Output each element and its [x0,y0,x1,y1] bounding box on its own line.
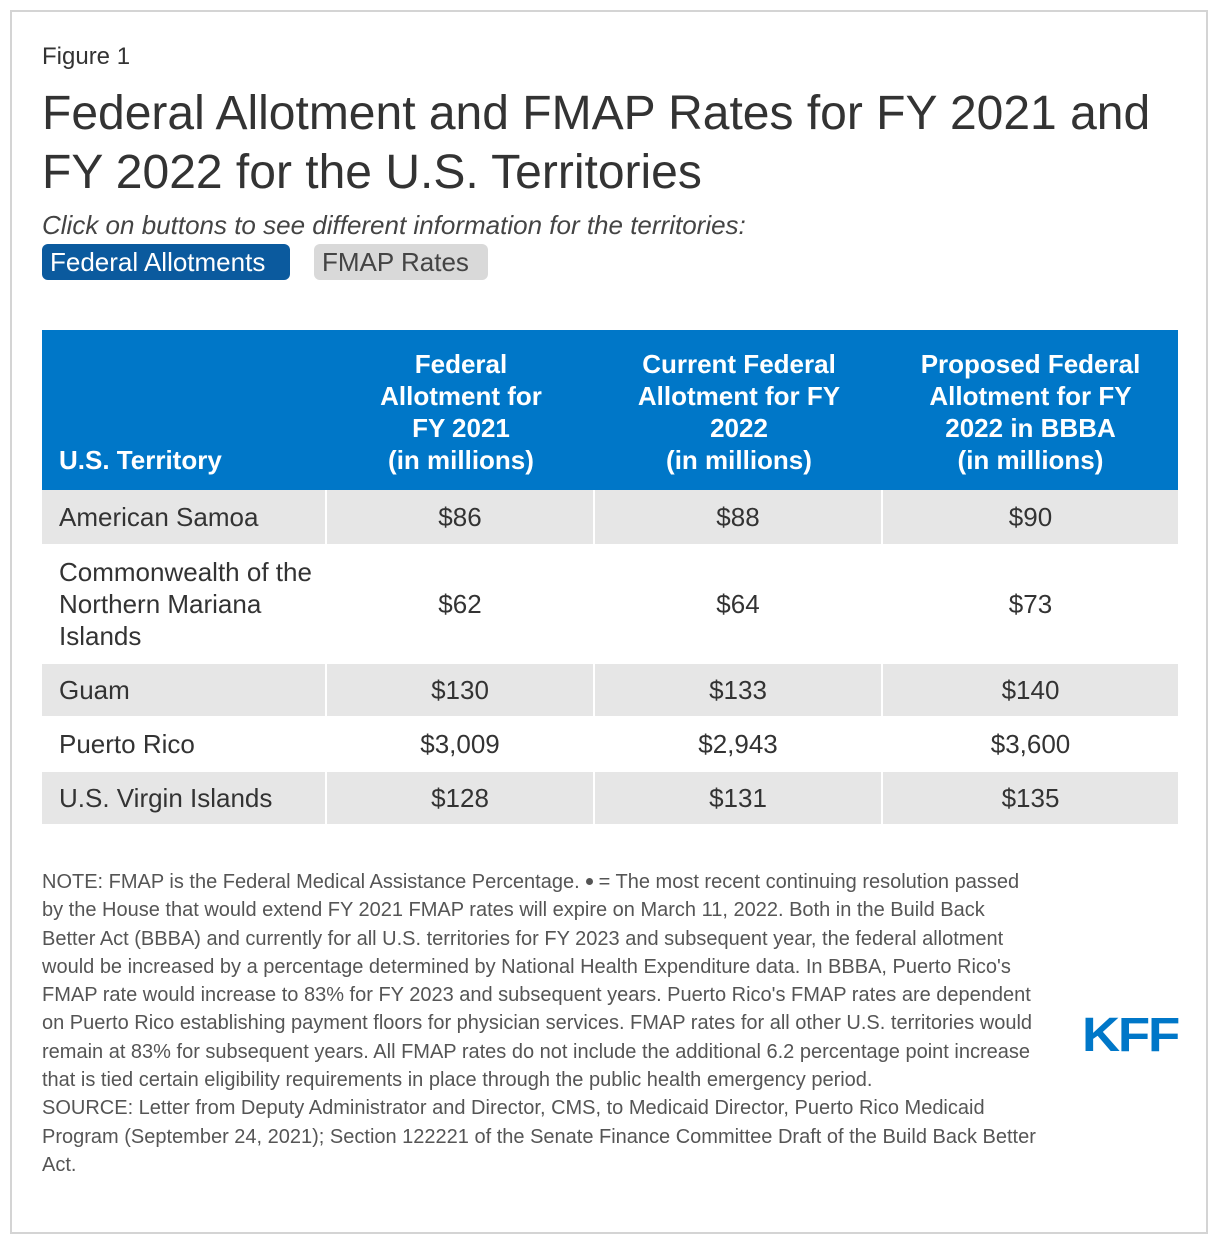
figure-title: Federal Allotment and FMAP Rates for FY … [42,87,1151,199]
current-fy2022-cell: $64 [595,546,883,664]
table-row: Commonwealth of the Northern Mariana Isl… [42,546,1178,664]
current-fy2022-cell: $88 [595,490,883,546]
proposed-fy2022-cell: $73 [883,546,1178,664]
fy2021-cell: $3,009 [327,718,595,772]
column-header-fy2021: Federal Allotment for FY 2021 (in millio… [327,330,595,490]
table-row: U.S. Virgin Islands $128 $131 $135 [42,772,1178,826]
proposed-fy2022-cell: $135 [883,772,1178,826]
kff-logo: KFF [1082,1009,1180,1057]
proposed-fy2022-cell: $3,600 [883,718,1178,772]
fy2021-cell: $86 [327,490,595,546]
allotment-table: U.S. Territory Federal Allotment for FY … [42,330,1178,826]
territory-cell: American Samoa [42,490,327,546]
current-fy2022-cell: $2,943 [595,718,883,772]
note-continuation: = The most recent continuing resolution … [42,871,1033,1092]
federal-allotments-button[interactable]: Federal Allotments [42,244,290,280]
fy2021-cell: $62 [327,546,595,664]
proposed-fy2022-cell: $140 [883,664,1178,718]
notes-block: NOTE: FMAP is the Federal Medical Assist… [42,868,1042,1179]
table-row: Puerto Rico $3,009 $2,943 $3,600 [42,718,1178,772]
territory-cell: Puerto Rico [42,718,327,772]
fy2021-cell: $128 [327,772,595,826]
current-fy2022-cell: $131 [595,772,883,826]
figure-subtitle: Click on buttons to see different inform… [42,210,746,240]
note-text: NOTE: FMAP is the Federal Medical Assist… [42,871,580,893]
territory-cell: Guam [42,664,327,718]
figure-label: Figure 1 [42,43,131,70]
fy2021-cell: $130 [327,664,595,718]
column-header-current-fy2022: Current Federal Allotment for FY 2022 (i… [595,330,883,490]
table-row: American Samoa $86 $88 $90 [42,490,1178,546]
table-row: Guam $130 $133 $140 [42,664,1178,718]
territory-cell: U.S. Virgin Islands [42,772,327,826]
territory-cell: Commonwealth of the Northern Mariana Isl… [42,546,327,664]
column-header-proposed-fy2022: Proposed Federal Allotment for FY 2022 i… [883,330,1178,490]
proposed-fy2022-cell: $90 [883,490,1178,546]
bullet-symbol-icon [585,877,593,885]
current-fy2022-cell: $133 [595,664,883,718]
fmap-rates-button[interactable]: FMAP Rates [314,244,488,280]
logo-text: KFF [1082,1009,1179,1057]
source-text: SOURCE: Letter from Deputy Administrator… [42,1097,1036,1176]
column-header-territory: U.S. Territory [42,330,327,490]
